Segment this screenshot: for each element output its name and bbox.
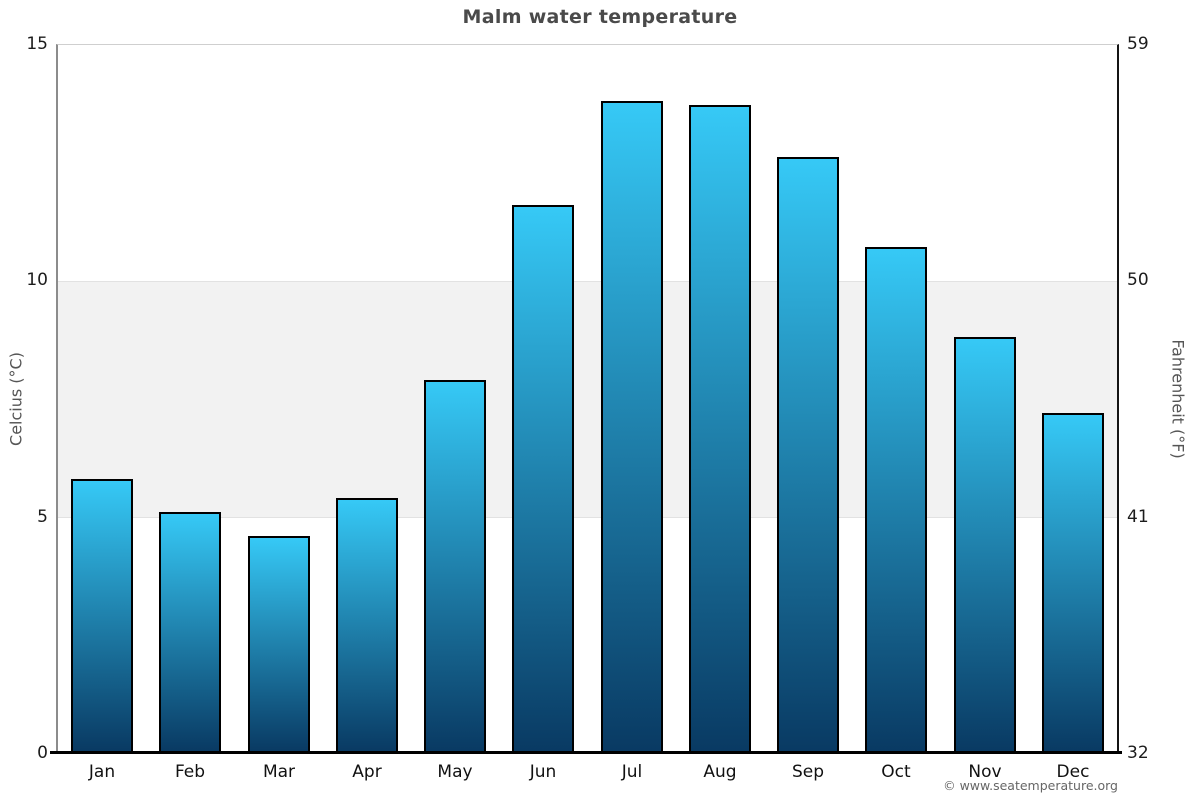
bar-dec[interactable] <box>1042 413 1104 753</box>
chart-title: Malm water temperature <box>462 6 738 28</box>
y-tick-celsius-10: 10 <box>26 270 48 290</box>
y-tick-fahrenheit-41: 41 <box>1127 507 1149 527</box>
y-tick-fahrenheit-59: 59 <box>1127 34 1149 54</box>
x-label-oct: Oct <box>881 762 911 782</box>
y-tick-celsius-15: 15 <box>26 34 48 54</box>
y-tick-fahrenheit-50: 50 <box>1127 270 1149 290</box>
y-axis-left-title: Celcius (°C) <box>6 352 26 446</box>
copyright: © www.seatemperature.org <box>943 778 1118 793</box>
bar-may[interactable] <box>424 380 486 753</box>
plot-inner <box>58 45 1117 753</box>
bar-oct[interactable] <box>865 247 927 753</box>
bar-nov[interactable] <box>954 337 1016 753</box>
bar-aug[interactable] <box>689 105 751 753</box>
x-label-jan: Jan <box>88 762 116 782</box>
y-axis-right-title: Fahrenheit (°F) <box>1168 339 1188 459</box>
x-axis-line <box>50 751 1122 754</box>
x-label-mar: Mar <box>262 762 296 782</box>
bar-jan[interactable] <box>71 479 133 753</box>
x-axis-labels: Jan Feb Mar Apr May Jun Jul Aug Sep Oct Nov Dec <box>0 761 1200 785</box>
y-tick-fahrenheit-32: 32 <box>1127 743 1149 763</box>
y-axis-left-labels: 15 10 5 0 <box>0 0 48 800</box>
x-label-sep: Sep <box>791 762 825 782</box>
bar-sep[interactable] <box>777 157 839 753</box>
x-label-jun: Jun <box>529 762 557 782</box>
y-tick-celsius-5: 5 <box>37 507 48 527</box>
x-label-dec: Dec <box>1056 762 1090 782</box>
x-label-nov: Nov <box>968 762 1002 782</box>
y-axis-right-labels: 59 50 41 32 <box>1127 0 1187 800</box>
x-label-may: May <box>437 762 473 782</box>
plot-band-5-10 <box>58 281 1117 518</box>
x-label-feb: Feb <box>174 762 206 782</box>
x-label-apr: Apr <box>352 762 382 782</box>
bar-feb[interactable] <box>159 512 221 753</box>
bar-jul[interactable] <box>601 101 663 753</box>
bar-mar[interactable] <box>248 536 310 753</box>
bar-jun[interactable] <box>512 205 574 753</box>
x-label-jul: Jul <box>621 762 643 782</box>
plot-area <box>56 44 1119 753</box>
bar-apr[interactable] <box>336 498 398 753</box>
x-label-aug: Aug <box>703 762 737 782</box>
y-tick-celsius-0: 0 <box>37 743 48 763</box>
